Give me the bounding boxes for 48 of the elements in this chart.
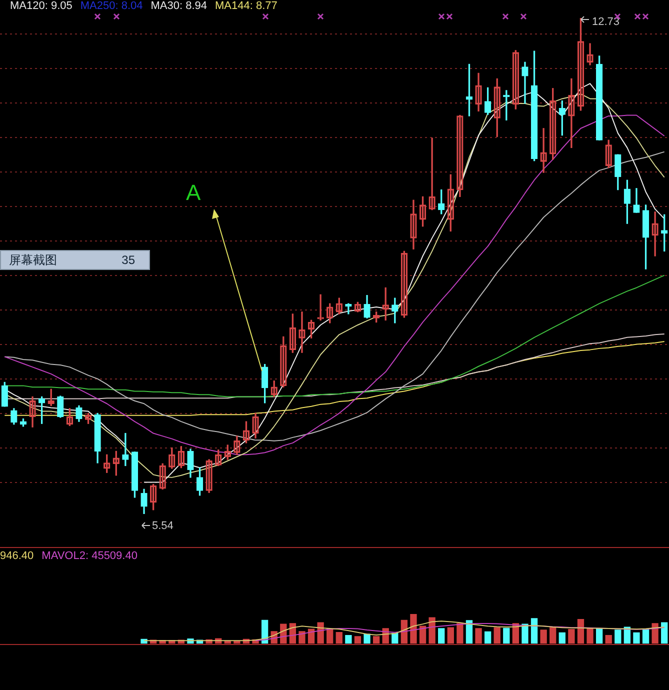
annotation: 35 <box>122 253 135 267</box>
text: 5.54 <box>152 520 174 532</box>
bar <box>577 619 584 644</box>
bar <box>494 627 500 644</box>
bar <box>298 631 306 644</box>
bar <box>661 622 668 644</box>
text: 946.40 <box>0 550 34 563</box>
annotation: 屏幕截图 <box>9 253 57 267</box>
bar <box>624 626 631 644</box>
bar <box>354 636 362 644</box>
text: MA144: 8.77 <box>215 0 278 13</box>
bar <box>586 628 594 644</box>
bar <box>550 627 556 644</box>
bar <box>419 626 426 644</box>
bar <box>336 632 342 644</box>
bar <box>428 617 436 644</box>
bar <box>466 620 473 644</box>
bar <box>345 634 352 644</box>
bar <box>605 634 612 644</box>
bar <box>652 623 658 644</box>
bar <box>438 628 445 644</box>
bar <box>503 628 510 644</box>
bar <box>596 628 603 644</box>
bar <box>456 623 464 644</box>
text: MA120: 9.05 <box>10 0 72 13</box>
bar <box>642 628 650 644</box>
candlestick <box>522 62 528 104</box>
bar <box>522 624 528 644</box>
bar <box>558 632 566 644</box>
text: MAVOL2: 45509.40 <box>42 550 138 563</box>
bar <box>633 632 640 644</box>
candlestick <box>122 432 129 466</box>
text: MA250: 8.04 <box>80 0 143 13</box>
bar <box>447 627 454 644</box>
bar <box>317 622 324 644</box>
text: MA30: 8.94 <box>150 0 208 13</box>
bar <box>540 630 547 644</box>
annotation: A <box>186 180 201 205</box>
bar <box>484 631 492 644</box>
bar <box>530 618 538 644</box>
bar <box>372 636 380 644</box>
bar <box>410 614 417 644</box>
bar <box>614 630 622 644</box>
bar <box>568 629 575 644</box>
bar <box>224 640 231 644</box>
bar <box>364 634 370 644</box>
bar <box>475 628 482 644</box>
annotation: 12.73 <box>592 16 620 28</box>
